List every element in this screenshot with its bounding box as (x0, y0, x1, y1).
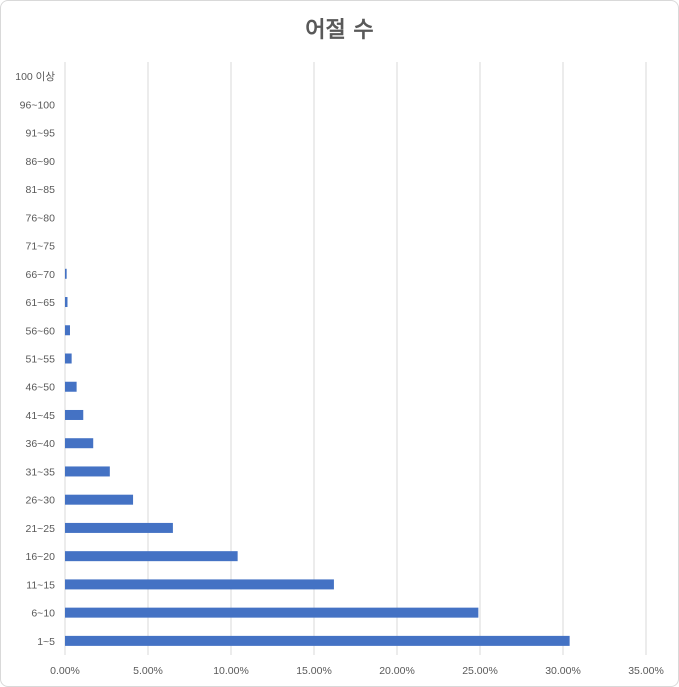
bar (65, 522, 173, 533)
category-label: 36~40 (26, 438, 56, 450)
x-tick-label: 10.00% (213, 665, 249, 677)
bars (65, 268, 570, 646)
bar (65, 268, 67, 279)
bar (65, 409, 84, 420)
category-label: 11~15 (26, 579, 55, 591)
bar (65, 579, 334, 590)
bar (65, 325, 70, 336)
bar (65, 551, 238, 562)
bar (65, 635, 570, 646)
bar (65, 438, 94, 449)
bar (65, 466, 110, 477)
x-tick-label: 5.00% (133, 665, 163, 677)
x-tick-label: 25.00% (462, 665, 498, 677)
category-label: 76~80 (26, 212, 56, 224)
category-label: 86~90 (26, 156, 56, 168)
category-label: 16~20 (26, 551, 56, 563)
category-label: 66~70 (26, 269, 56, 281)
category-label: 56~60 (26, 325, 56, 337)
category-label: 51~55 (26, 354, 56, 366)
category-label: 41~45 (26, 410, 56, 422)
x-tick-label: 0.00% (50, 665, 80, 677)
category-label: 100 이상 (15, 71, 55, 83)
category-labels: 1~5 6~10 11~15 16~20 21~25 26~30 31~35 36~40 41~… (15, 71, 55, 648)
bar (65, 494, 134, 505)
x-tick-label: 15.00% (296, 665, 332, 677)
category-label: 91~95 (26, 128, 56, 140)
category-label: 61~65 (26, 297, 56, 309)
category-label: 71~75 (26, 241, 56, 253)
x-tick-labels: 0.00% 5.00% 10.00% 15.00% 20.00% 25.00% 30.00%… (50, 665, 664, 677)
category-label: 21~25 (26, 523, 56, 535)
category-label: 1~5 (37, 636, 55, 648)
bar (65, 297, 68, 308)
x-tick-label: 30.00% (545, 665, 581, 677)
category-label: 96~100 (20, 99, 55, 111)
bar (65, 353, 72, 364)
x-tick-label: 35.00% (628, 665, 664, 677)
category-label: 46~50 (26, 382, 56, 394)
category-label: 81~85 (26, 184, 56, 196)
category-label: 26~30 (26, 495, 56, 507)
chart-title: 어절 수 (305, 18, 374, 43)
category-label: 6~10 (31, 608, 55, 620)
category-label: 31~35 (26, 466, 56, 478)
bar (65, 381, 77, 392)
bar (65, 607, 479, 618)
x-tick-label: 20.00% (379, 665, 415, 677)
gridlines (64, 62, 647, 655)
